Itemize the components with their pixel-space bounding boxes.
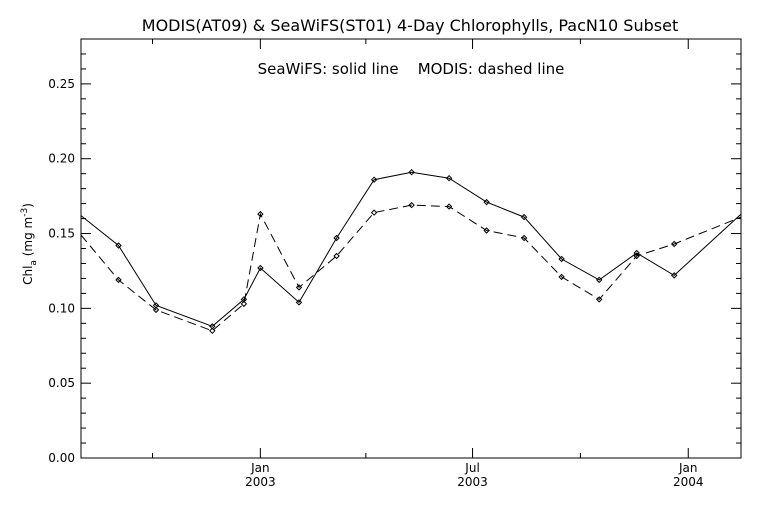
modis-point (483, 227, 490, 234)
modis-point (257, 210, 264, 218)
y-tick-label: 0.20 (48, 152, 75, 166)
y-tick-label: 0.25 (48, 77, 75, 91)
x-tick-label-month: Jul (464, 461, 479, 475)
x-tick-label-month: Jan (250, 461, 270, 475)
seawifs-line (80, 171, 742, 327)
seawifs-point (595, 276, 603, 284)
x-tick-label-year: 2004 (673, 475, 704, 489)
modis-point (115, 276, 122, 284)
modis-point (670, 240, 678, 248)
modis-point (240, 300, 248, 308)
plot-frame (80, 38, 742, 459)
x-tick-label-month: Jan (678, 461, 698, 475)
chart-title: MODIS(AT09) & SeaWiFS(ST01) 4-Day Chloro… (142, 16, 678, 35)
modis-point (445, 203, 453, 210)
modis-point (633, 252, 640, 260)
seawifs-point (333, 234, 340, 242)
modis-point (520, 234, 528, 242)
modis-point (295, 284, 303, 291)
seawifs-point (558, 255, 565, 263)
series-legend-note: SeaWiFS: solid line MODIS: dashed line (258, 60, 565, 78)
modis-line (80, 204, 742, 332)
seawifs-point (115, 242, 122, 249)
seawifs-point (670, 272, 678, 279)
series-group (80, 168, 742, 335)
y-tick-label: 0.05 (48, 376, 75, 390)
modis-point (370, 209, 378, 216)
modis-point (333, 252, 340, 260)
x-tick-label-year: 2003 (245, 475, 276, 489)
modis-point (408, 201, 415, 209)
modis-point (595, 296, 603, 303)
seawifs-point (257, 264, 264, 272)
axes: 0.000.050.100.150.200.25Jan2003Jul2003Ja… (48, 39, 741, 489)
seawifs-point (520, 213, 528, 221)
x-tick-label-year: 2003 (457, 475, 488, 489)
y-axis-label: Chla (mg m-3) (20, 203, 39, 285)
y-tick-label: 0.00 (48, 451, 75, 465)
modis-point (558, 273, 565, 281)
seawifs-point (483, 198, 490, 206)
modis-point (152, 306, 160, 314)
modis-point (209, 327, 216, 335)
y-tick-label: 0.15 (48, 227, 75, 241)
seawifs-point (445, 174, 453, 182)
seawifs-point (370, 176, 378, 183)
seawifs-point (295, 299, 303, 306)
seawifs-point (408, 168, 415, 176)
y-tick-label: 0.10 (48, 301, 75, 315)
